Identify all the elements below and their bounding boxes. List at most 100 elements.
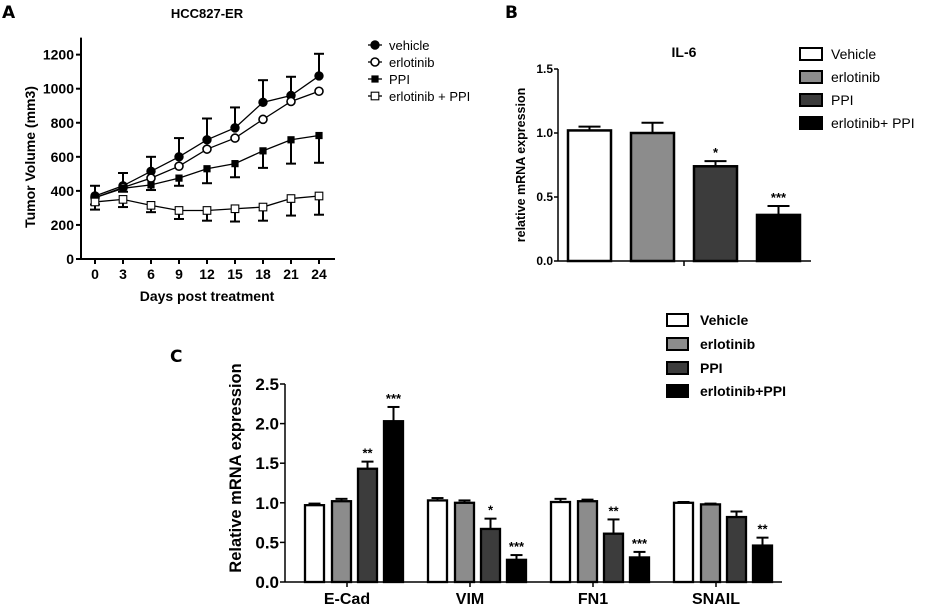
bar-group: *** <box>755 190 802 263</box>
legend-swatch <box>666 361 689 375</box>
legend-swatch <box>666 313 689 327</box>
legend-item: erlotinib+ PPI <box>799 115 915 131</box>
chart-c-y-tick-label: 1.0 <box>255 494 279 513</box>
significance-label: *** <box>509 539 525 554</box>
data-point <box>119 184 127 192</box>
chart-a-x-tick-label: 18 <box>255 266 271 282</box>
data-point <box>230 204 240 214</box>
bar <box>505 558 528 584</box>
legend-label: vehicle <box>389 38 429 53</box>
legend-marker <box>370 91 380 101</box>
bar <box>629 131 676 263</box>
chart-c-y-tick-label: 0.5 <box>255 533 279 552</box>
bar-group: ** <box>602 503 625 584</box>
bar <box>725 515 748 584</box>
data-point <box>174 152 184 162</box>
panel-b-bar-chart: IL-6 relative mRNA expression 0.0 0.5 1.0 1… <box>514 44 915 268</box>
significance-label: *** <box>386 391 402 406</box>
legend-marker <box>371 75 379 83</box>
data-point <box>314 71 324 81</box>
bar-group <box>453 499 476 584</box>
legend-swatch <box>799 70 823 84</box>
data-point <box>147 181 155 189</box>
bar <box>751 544 774 584</box>
legend-item: PPI <box>799 92 854 108</box>
bar <box>566 129 613 263</box>
legend-label: erlotinib+ PPI <box>831 115 915 131</box>
bar <box>692 165 739 263</box>
series-erlotinib <box>90 86 324 203</box>
data-point <box>175 174 183 182</box>
legend-item: erlotinib <box>666 336 755 352</box>
chart-a-y-tick-label: 1200 <box>43 47 74 63</box>
bar-group <box>699 502 722 584</box>
data-point <box>174 161 184 171</box>
data-point <box>90 197 100 207</box>
bar-group: ** <box>356 446 379 584</box>
bar-group: * <box>692 145 739 263</box>
panel-c-bar-chart: Relative mRNA expression 0.0 0.5 1.0 1.5 2.0… <box>227 312 786 607</box>
data-point <box>202 144 212 154</box>
bar-group <box>549 497 572 584</box>
legend-label: erlotinib+PPI <box>700 383 786 399</box>
bar-group <box>725 510 748 584</box>
data-point <box>231 160 239 168</box>
chart-a-x-tick-label: 24 <box>311 266 327 282</box>
chart-a-y-tick-label: 600 <box>51 149 75 165</box>
legend-marker <box>370 40 380 50</box>
chart-a-x-tick-label: 12 <box>199 266 215 282</box>
chart-c-category-label: SNAIL <box>692 591 740 607</box>
legend-item: Vehicle <box>666 312 748 328</box>
bar <box>356 467 379 584</box>
chart-a-xlabel: Days post treatment <box>140 288 275 304</box>
chart-c-y-tick-label: 2.0 <box>255 415 279 434</box>
chart-b-ylabel: relative mRNA expression <box>514 88 528 242</box>
bar <box>479 527 502 584</box>
significance-label: ** <box>608 503 619 518</box>
legend-label: erlotinib <box>831 69 880 85</box>
chart-a-y-tick-label: 400 <box>51 183 75 199</box>
chart-c-category-label: FN1 <box>578 591 608 607</box>
bar <box>628 556 651 584</box>
bar-group: *** <box>382 391 405 584</box>
chart-b-y-tick-label: 0.0 <box>536 254 553 268</box>
legend-label: Vehicle <box>700 312 748 328</box>
significance-label: ** <box>362 446 373 461</box>
chart-a-x-tick-label: 21 <box>283 266 299 282</box>
data-point <box>146 173 156 183</box>
legend-swatch <box>666 337 689 351</box>
legend-label: PPI <box>700 360 723 376</box>
chart-a-x-tick-label: 0 <box>91 266 99 282</box>
legend-label: erlotinib <box>700 336 755 352</box>
legend-item: erlotinib <box>368 55 435 70</box>
chart-a-y-tick-label: 200 <box>51 217 75 233</box>
bar-group: * <box>479 503 502 584</box>
legend-swatch <box>666 384 689 398</box>
data-point <box>174 206 184 215</box>
data-point <box>258 97 268 108</box>
bar-group <box>672 501 695 584</box>
chart-a-y-tick-label: 1000 <box>43 81 74 97</box>
chart-c-y-tick-label: 1.5 <box>255 454 279 473</box>
legend-item: erlotinib + PPI <box>368 89 470 104</box>
legend-item: erlotinib <box>799 69 880 85</box>
legend-item: PPI <box>666 360 723 376</box>
data-point <box>258 114 268 125</box>
bar <box>330 500 353 584</box>
data-point <box>202 135 212 145</box>
panel-a-line-chart: HCC827-ER Days post treatment Tumor Volu… <box>22 6 470 304</box>
legend-swatch <box>799 93 823 107</box>
bar-group <box>566 125 613 263</box>
data-point <box>230 133 240 143</box>
bar <box>549 500 572 584</box>
data-point <box>314 86 324 97</box>
chart-a-x-tick-label: 6 <box>147 266 155 282</box>
data-point <box>202 206 212 215</box>
significance-label: ** <box>757 522 768 537</box>
legend-label: erlotinib + PPI <box>389 89 470 104</box>
bar-group <box>629 121 676 263</box>
chart-c-category-label: E-Cad <box>324 591 370 607</box>
chart-b-y-tick-label: 1.5 <box>536 62 553 76</box>
legend-label: PPI <box>389 72 410 87</box>
